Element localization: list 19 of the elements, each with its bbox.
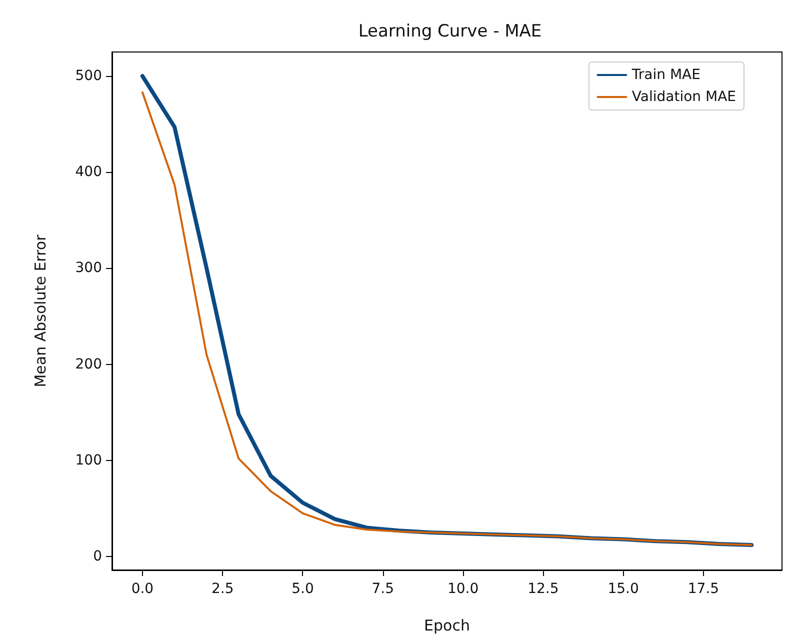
- x-tick-label: 2.5: [211, 581, 234, 597]
- x-tick-label: 15.0: [608, 581, 639, 597]
- y-tick-label: 0: [93, 548, 102, 565]
- legend-label: Train MAE: [630, 67, 700, 83]
- y-tick-label: 300: [75, 260, 102, 276]
- x-axis-title: Epoch: [424, 616, 470, 634]
- legend-label: Validation MAE: [632, 89, 736, 105]
- y-tick-label: 200: [75, 356, 102, 372]
- x-tick-label: 0.0: [131, 581, 154, 597]
- y-tick-label: 400: [75, 164, 102, 180]
- y-tick-label: 500: [75, 68, 102, 84]
- y-tick-label: 100: [75, 452, 102, 468]
- x-tick-label: 7.5: [372, 581, 394, 597]
- x-tick-label: 17.5: [688, 581, 720, 597]
- x-tick-label: 12.5: [528, 581, 559, 597]
- x-tick-label: 10.0: [447, 581, 479, 597]
- y-axis-title: Mean Absolute Error: [32, 234, 50, 388]
- chart-title: Learning Curve - MAE: [358, 22, 542, 42]
- x-tick-label: 5.0: [292, 581, 314, 597]
